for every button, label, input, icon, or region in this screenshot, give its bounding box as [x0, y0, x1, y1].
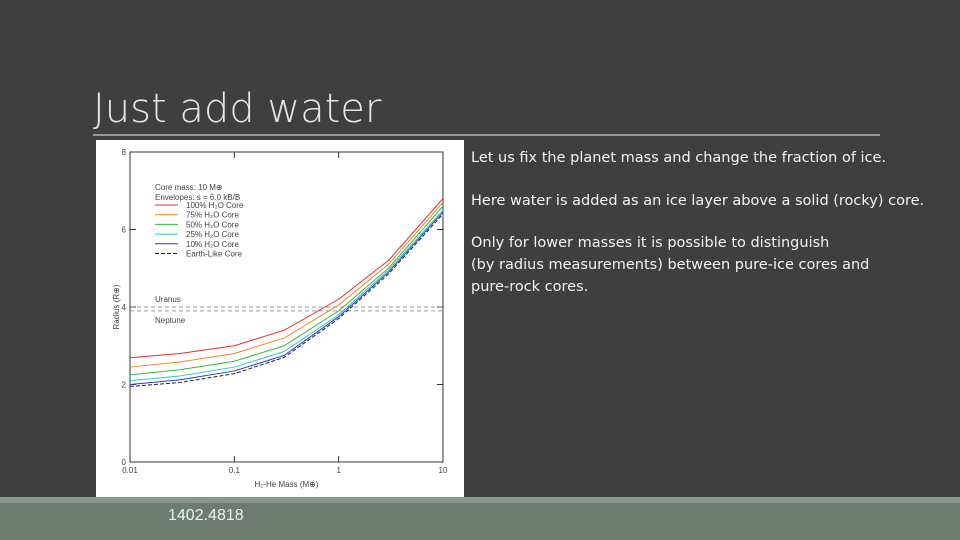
series-line	[129, 202, 444, 368]
legend-label: 75% H₂O Core	[186, 211, 239, 220]
legend-label: 10% H₂O Core	[186, 240, 239, 249]
x-axis-label: H₂-He Mass (M⊕)	[254, 480, 318, 489]
paragraph-line: Only for lower masses it is possible to …	[471, 235, 829, 251]
series-line	[129, 213, 444, 387]
legend-label: 100% H₂O Core	[186, 201, 244, 210]
footer-text: 1402.4818	[168, 507, 244, 524]
series-line	[129, 209, 444, 382]
chart-panel	[96, 140, 464, 497]
footer-strip	[0, 497, 960, 503]
legend-title: Core mass: 10 M⊕	[155, 183, 223, 192]
series-line	[129, 205, 444, 376]
chart: 0 2 4 6 8 0.01 0.1 1 10 H₂-He Mass (M⊕) Radius (R⊕…	[112, 148, 448, 489]
paragraph-line: Let us fix the planet mass and change th…	[471, 150, 886, 166]
x-tick-label: 0.1	[229, 466, 241, 475]
legend-label: 50% H₂O Core	[186, 220, 239, 229]
x-tick-label: 10	[439, 466, 448, 475]
legend-title: Envelopes: s = 6.0 kB/B	[155, 193, 240, 202]
footer-bar	[0, 497, 960, 540]
y-tick-label: 6	[122, 226, 127, 235]
reference-label: Neptune	[155, 316, 186, 325]
paragraph-line: pure-rock cores.	[471, 279, 588, 295]
legend-label: 25% H₂O Core	[186, 230, 239, 239]
slide-title: Just add water	[93, 86, 382, 132]
reference-label: Uranus	[155, 295, 181, 304]
paragraph-line: (by radius measurements) between pure-ic…	[471, 257, 869, 273]
y-tick-label: 8	[122, 148, 127, 157]
legend-label: Earth-Like Core	[186, 250, 243, 259]
y-tick-label: 0	[122, 458, 127, 467]
y-axis-label: Radius (R⊕)	[112, 284, 121, 329]
y-tick-label: 2	[122, 381, 127, 390]
x-tick-label: 1	[336, 466, 341, 475]
y-tick-label: 4	[122, 303, 127, 312]
text-block: Let us fix the planet mass and change th…	[471, 150, 924, 295]
x-tick-label: 0.01	[122, 466, 138, 475]
series-line	[129, 211, 444, 385]
series-line	[129, 198, 444, 359]
paragraph-line: Here water is added as an ice layer abov…	[471, 193, 924, 209]
